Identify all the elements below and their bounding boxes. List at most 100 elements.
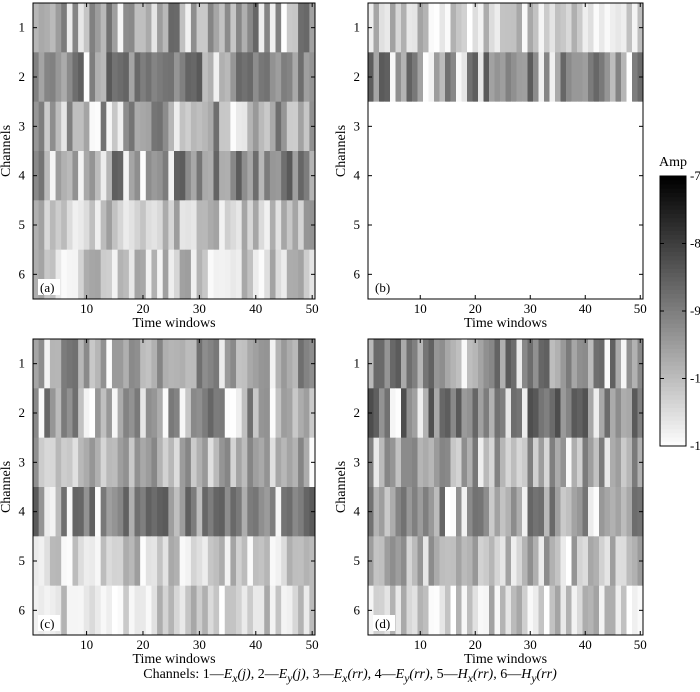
- heatmap-cell: [604, 249, 611, 300]
- heatmap-cell: [549, 339, 556, 389]
- heatmap-cell: [286, 52, 293, 103]
- plot-frame: [32, 338, 316, 636]
- colorbar-segment: [660, 209, 686, 215]
- heatmap-cell: [483, 437, 490, 488]
- heatmap-cell: [95, 200, 102, 251]
- colorbar-segment: [660, 344, 686, 350]
- heatmap-cell: [247, 339, 254, 389]
- heatmap-cell: [390, 101, 396, 152]
- heatmap-cell: [533, 151, 539, 201]
- heatmap-cell: [61, 339, 68, 389]
- heatmap-cell: [467, 437, 473, 488]
- heatmap-cell: [417, 487, 424, 537]
- heatmap-cell: [185, 339, 192, 389]
- heatmap-cell: [516, 52, 523, 103]
- heatmap-cell: [162, 339, 169, 389]
- heatmap-cell: [123, 388, 130, 439]
- heatmap-cell: [44, 3, 51, 53]
- heatmap-cell: [286, 388, 293, 439]
- heatmap-cell: [472, 200, 479, 251]
- heatmap-cell: [298, 101, 305, 152]
- caption-channel-symbol: E: [223, 667, 233, 682]
- heatmap-cell: [445, 249, 451, 300]
- heatmap-cell: [145, 388, 152, 439]
- colorbar-segment: [660, 222, 686, 228]
- heatmap-cell: [461, 536, 468, 587]
- heatmap-cell: [111, 339, 118, 389]
- heatmap-cell: [100, 249, 107, 300]
- heatmap-cell: [190, 437, 197, 488]
- heatmap-cell: [236, 249, 243, 300]
- heatmap-cell: [72, 52, 79, 103]
- heatmap-cell: [224, 388, 231, 439]
- heatmap-cell: [100, 339, 107, 389]
- heatmap-cell: [566, 3, 572, 53]
- colorbar-segment: [660, 243, 686, 249]
- heatmap-cell: [450, 487, 457, 537]
- heatmap-cell: [202, 437, 209, 488]
- colorbar-segment: [660, 365, 686, 371]
- heatmap-cell: [78, 101, 85, 152]
- heatmap-cell: [456, 536, 462, 587]
- heatmap-cell: [379, 339, 385, 389]
- heatmap-cell: [417, 437, 424, 488]
- heatmap-cell: [151, 585, 158, 636]
- heatmap-cell: [190, 3, 197, 53]
- heatmap-cell: [236, 151, 243, 201]
- colorbar: -7 -8 -9 -10 -11 Amp: [659, 155, 700, 453]
- heatmap-cell: [632, 536, 638, 587]
- heatmap-cell: [258, 339, 265, 389]
- heatmap-cell: [555, 585, 561, 636]
- heatmap-cell: [511, 200, 517, 251]
- heatmap-cell: [582, 151, 589, 201]
- heatmap-cell: [128, 200, 135, 251]
- heatmap-cell: [66, 536, 73, 587]
- heatmap-cell: [49, 339, 56, 389]
- heatmap-cell: [511, 388, 517, 439]
- heatmap-cell: [281, 151, 288, 201]
- heatmap-cell: [95, 536, 102, 587]
- heatmap-cell: [145, 249, 152, 300]
- heatmap-cell: [412, 249, 418, 300]
- caption-separator: ,: [305, 667, 313, 682]
- heatmap-cell: [379, 536, 385, 587]
- heatmap-cell: [555, 487, 561, 537]
- heatmap-cell: [494, 536, 501, 587]
- heatmap-cell: [511, 536, 517, 587]
- heatmap-cell: [450, 437, 457, 488]
- colorbar-segment: [660, 437, 686, 443]
- heatmap-cell: [522, 3, 528, 53]
- heatmap-cell: [236, 200, 243, 251]
- heatmap-cell: [207, 536, 214, 587]
- heatmap-cell: [582, 3, 589, 53]
- heatmap-cell: [593, 249, 600, 300]
- heatmap-cell: [269, 339, 276, 389]
- colorbar-segment: [660, 340, 686, 346]
- colorbar-tick-label: -8: [690, 236, 700, 251]
- heatmap-cell: [106, 437, 113, 488]
- heatmap-cell: [298, 388, 305, 439]
- heatmap-cell: [247, 437, 254, 488]
- heatmap-cell: [401, 339, 407, 389]
- heatmap-cell: [395, 339, 402, 389]
- heatmap-cell: [489, 585, 495, 636]
- heatmap-cell: [467, 249, 473, 300]
- heatmap-cell: [174, 339, 181, 389]
- y-tick-label: 1: [19, 20, 26, 35]
- heatmap-cell: [72, 339, 79, 389]
- heatmap-cell: [434, 151, 440, 201]
- heatmap-cell: [66, 52, 73, 103]
- heatmap-cell: [140, 200, 147, 251]
- heatmap-cell: [44, 101, 51, 152]
- heatmap-cell: [621, 487, 627, 537]
- heatmap-cell: [55, 249, 62, 300]
- heatmap-cell: [401, 487, 407, 537]
- heatmap-cell: [264, 487, 271, 537]
- heatmap-cell: [395, 388, 402, 439]
- heatmap-cell: [478, 437, 484, 488]
- heatmap-cell: [483, 585, 490, 636]
- colorbar-segment: [660, 424, 686, 430]
- heatmap-cell: [439, 52, 446, 103]
- heatmap-cell: [544, 487, 550, 537]
- heatmap-cell: [247, 101, 254, 152]
